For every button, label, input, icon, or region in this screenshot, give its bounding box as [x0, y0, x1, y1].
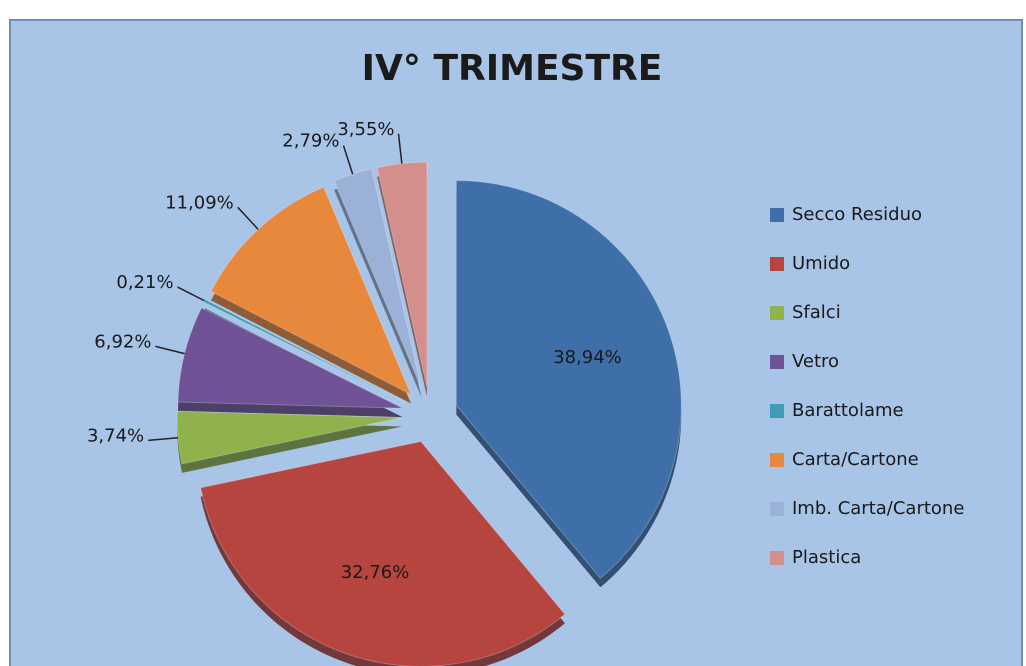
chart-title: IV° TRIMESTRE — [362, 48, 663, 89]
data-label: 2,79% — [282, 131, 339, 152]
legend-label: Vetro — [792, 351, 839, 372]
legend-swatch — [770, 551, 784, 565]
leader-line — [397, 133, 403, 164]
leader-line — [342, 145, 354, 175]
legend-label: Plastica — [792, 547, 861, 568]
legend-swatch — [770, 257, 784, 271]
data-label: 0,21% — [116, 272, 173, 293]
legend-swatch — [770, 306, 784, 320]
legend-label: Secco Residuo — [792, 204, 922, 225]
legend-label: Barattolame — [792, 400, 904, 421]
leader-line — [148, 436, 179, 442]
legend-swatch — [770, 208, 784, 222]
legend-swatch — [770, 355, 784, 369]
legend-swatch — [770, 502, 784, 516]
legend-label: Carta/Cartone — [792, 449, 919, 470]
data-label: 38,94% — [553, 347, 622, 368]
data-label: 32,76% — [341, 562, 410, 583]
data-label: 11,09% — [165, 192, 234, 213]
slice — [333, 168, 422, 389]
legend-label: Imb. Carta/Cartone — [792, 498, 964, 519]
slice — [376, 161, 428, 388]
leader-line — [237, 206, 259, 230]
data-label: 3,55% — [337, 119, 394, 140]
slice — [202, 298, 406, 403]
legend-swatch — [770, 453, 784, 467]
legend-label: Umido — [792, 253, 850, 274]
data-label: 6,92% — [94, 331, 151, 352]
slice — [176, 410, 403, 465]
leader-line — [177, 286, 205, 302]
slice — [210, 186, 412, 396]
legend-swatch — [770, 404, 784, 418]
slice — [200, 440, 566, 666]
data-label: 3,74% — [87, 425, 144, 446]
legend-label: Sfalci — [792, 302, 841, 323]
leader-line — [155, 345, 185, 355]
slice — [455, 179, 682, 579]
